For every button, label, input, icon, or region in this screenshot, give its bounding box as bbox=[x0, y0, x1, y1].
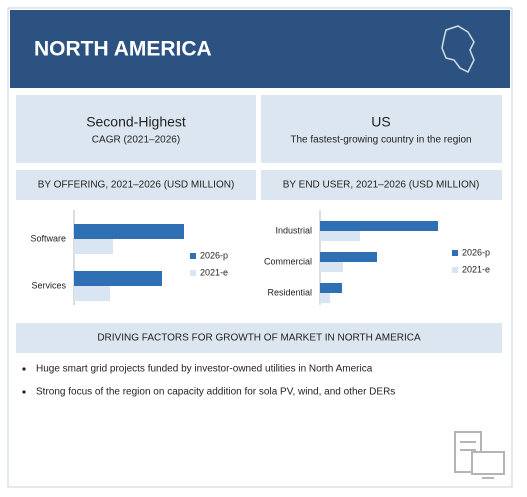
drivers-title: DRIVING FACTORS FOR GROWTH OF MARKET IN … bbox=[97, 333, 421, 344]
header-title: NORTH AMERICA bbox=[34, 38, 212, 61]
highlight-title: Second-Highest bbox=[86, 114, 186, 130]
legend-label: 2021-e bbox=[200, 267, 228, 277]
highlight-subtitle: CAGR (2021–2026) bbox=[92, 135, 180, 146]
bar bbox=[320, 221, 438, 231]
highlight-box bbox=[261, 95, 502, 163]
bar bbox=[320, 283, 342, 293]
category-label: Software bbox=[30, 233, 66, 243]
bar bbox=[74, 286, 110, 301]
legend-label: 2026-p bbox=[462, 247, 490, 257]
legend-swatch bbox=[190, 270, 196, 276]
bar bbox=[320, 262, 343, 272]
chart-header bbox=[16, 170, 256, 200]
chart-title: BY END USER, 2021–2026 (USD MILLION) bbox=[283, 180, 480, 191]
chart-title: BY OFFERING, 2021–2026 (USD MILLION) bbox=[38, 180, 235, 191]
legend-swatch bbox=[452, 267, 458, 273]
computer-icon bbox=[454, 431, 505, 479]
highlight-title: US bbox=[371, 114, 390, 130]
bar bbox=[320, 293, 330, 303]
highlight-subtitle: The fastest-growing country in the regio… bbox=[290, 135, 471, 146]
bullet bbox=[22, 390, 26, 394]
category-label: Commercial bbox=[264, 256, 312, 266]
category-label: Services bbox=[31, 280, 66, 290]
category-label: Industrial bbox=[275, 225, 312, 235]
bar bbox=[74, 271, 162, 286]
bar bbox=[320, 231, 360, 241]
bar bbox=[320, 252, 377, 262]
highlight-box bbox=[16, 95, 256, 163]
category-label: Residential bbox=[267, 287, 312, 297]
map-icon bbox=[441, 25, 475, 74]
legend-swatch bbox=[190, 253, 196, 259]
legend-swatch bbox=[452, 250, 458, 256]
bar bbox=[74, 239, 113, 254]
bullet bbox=[22, 367, 26, 371]
bar bbox=[74, 224, 184, 239]
driver-item: Huge smart grid projects funded by inves… bbox=[36, 364, 373, 375]
drivers-header bbox=[16, 323, 502, 353]
header-band bbox=[10, 10, 510, 88]
driver-item: Strong focus of the region on capacity a… bbox=[36, 387, 395, 398]
legend-label: 2026-p bbox=[200, 250, 228, 260]
legend-label: 2021-e bbox=[462, 264, 490, 274]
chart-header bbox=[261, 170, 502, 200]
